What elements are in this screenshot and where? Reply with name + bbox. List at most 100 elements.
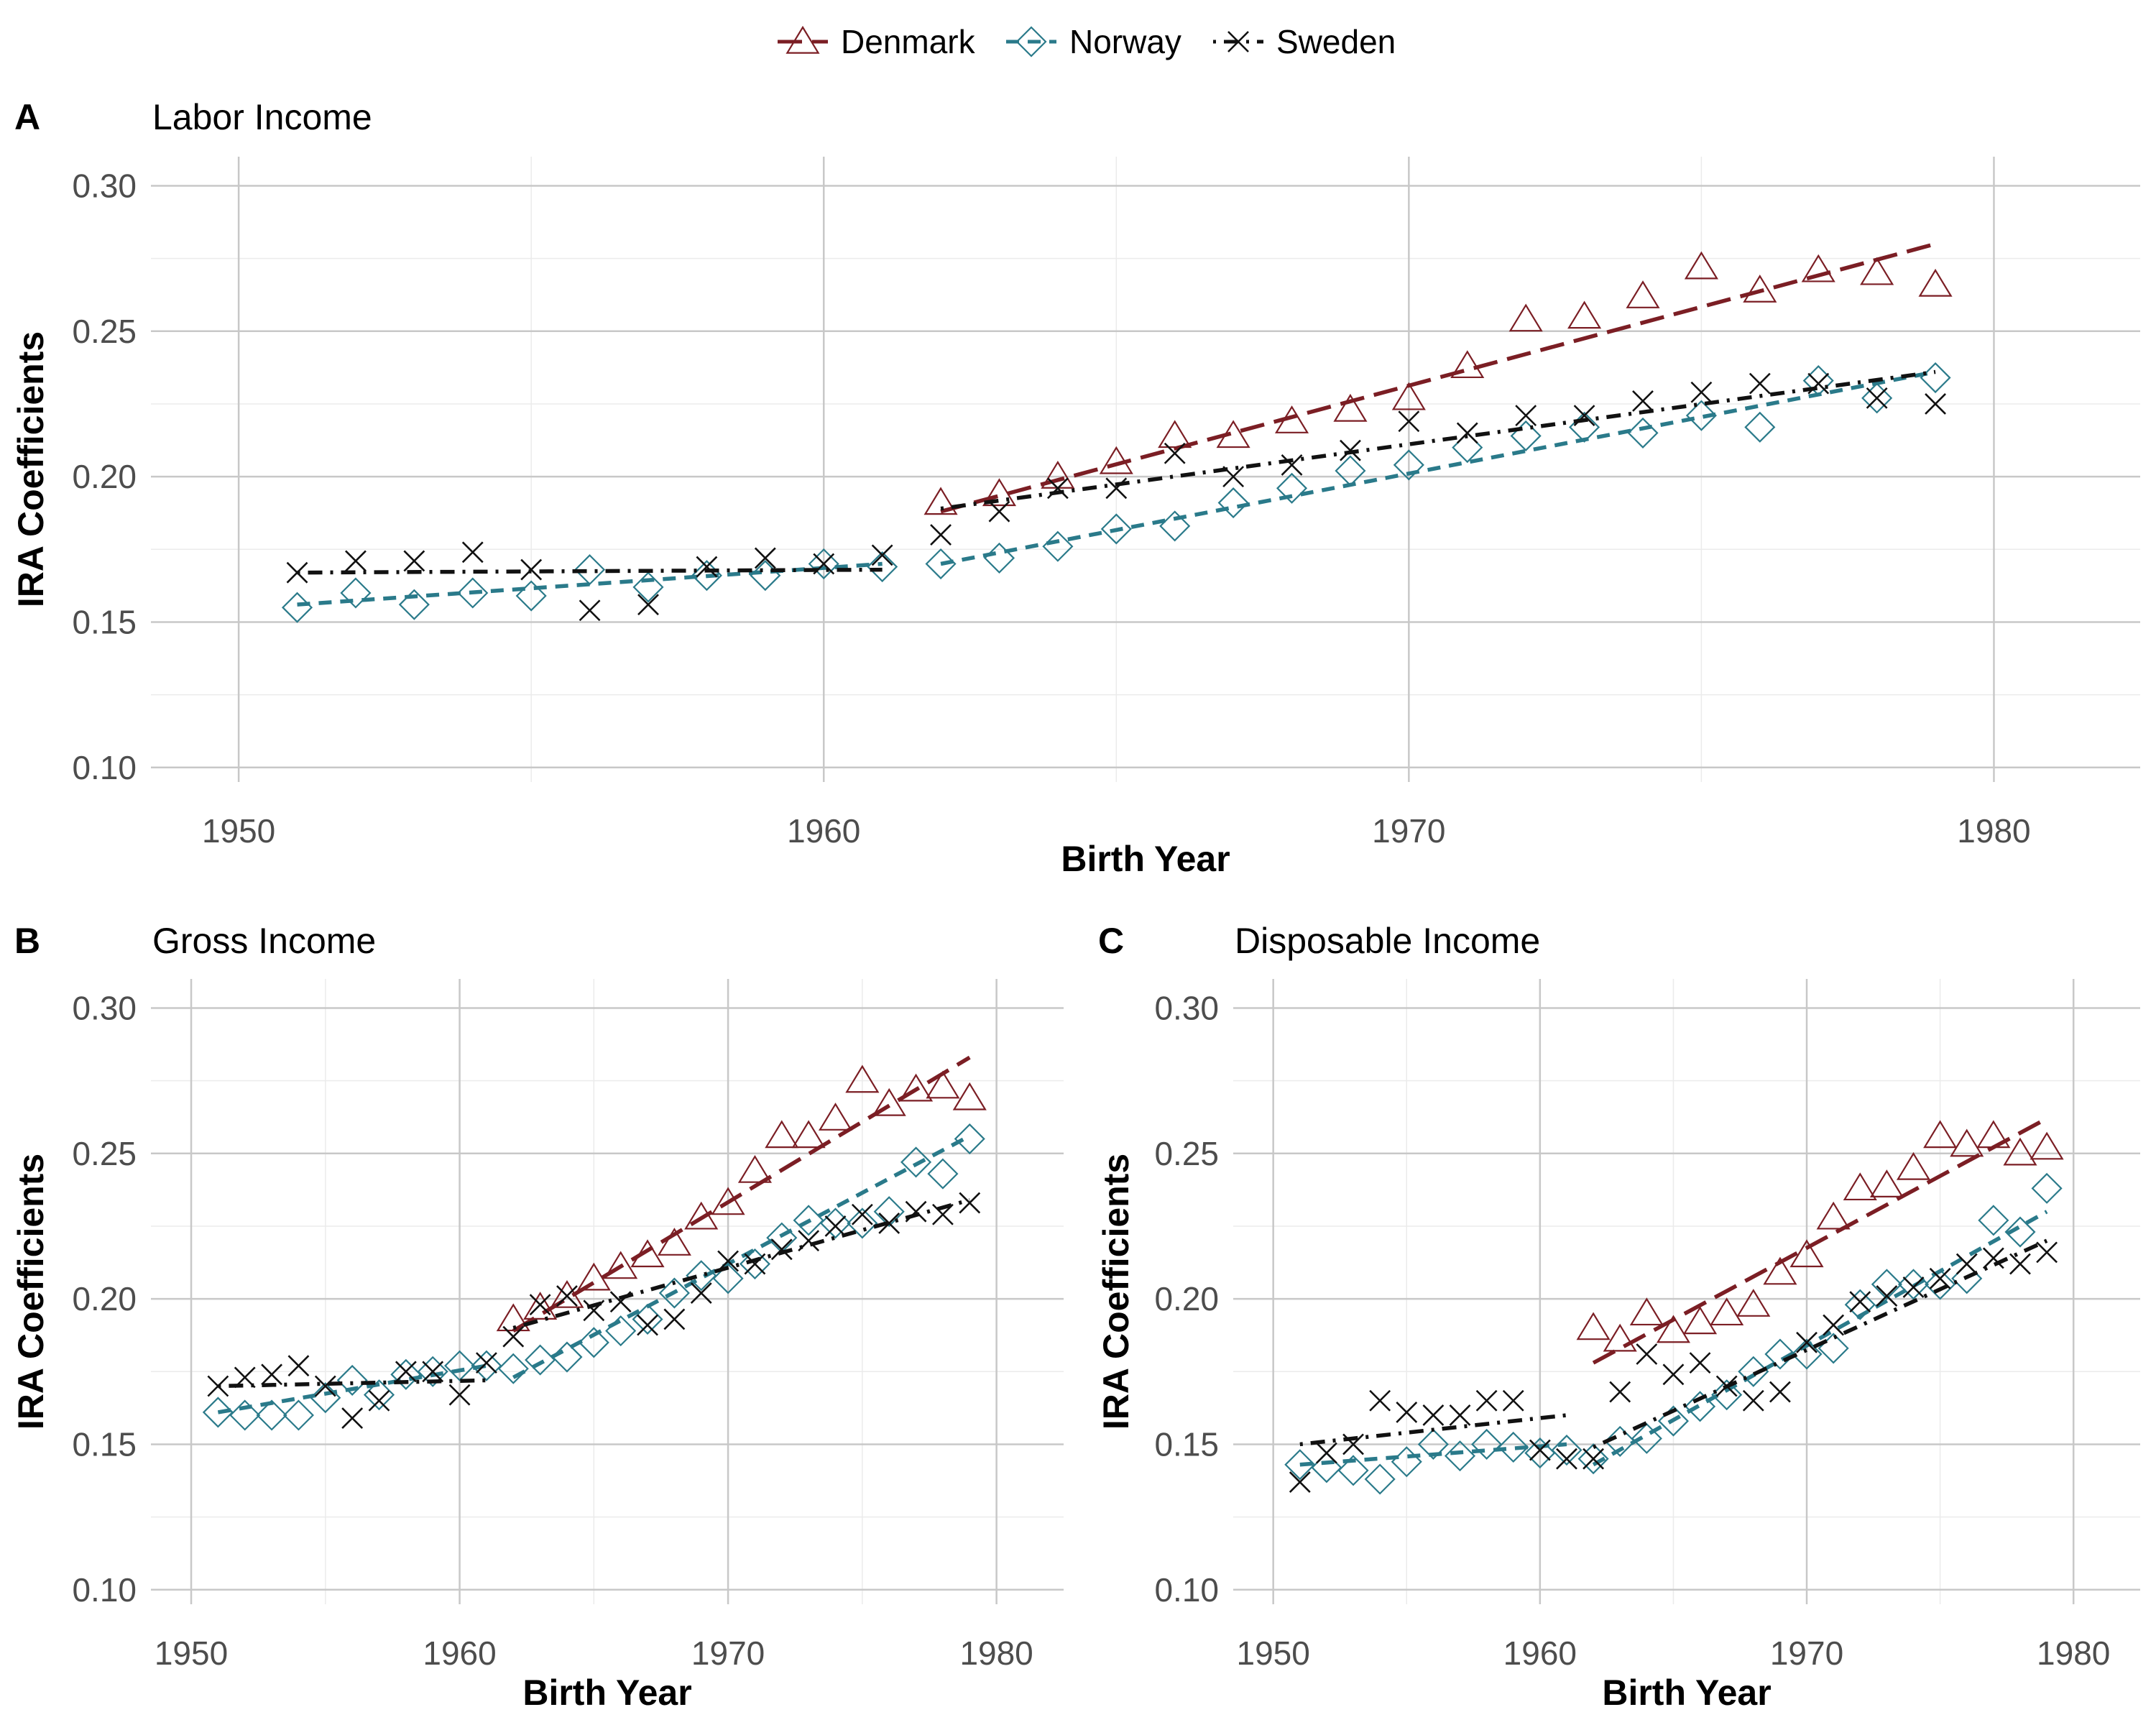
fit-line-norway [1592, 1210, 2048, 1467]
x-axis-title: Birth Year [1061, 839, 1230, 879]
point-denmark [845, 1064, 880, 1093]
point-sweden [1475, 1389, 1498, 1412]
point-norway [1551, 1434, 1583, 1466]
point-denmark [1656, 1315, 1690, 1343]
point-sweden [287, 1355, 310, 1377]
point-denmark [765, 1120, 799, 1149]
y-tick-label: 0.20 [72, 1280, 137, 1317]
point-sweden [1769, 1381, 1791, 1403]
point-norway [340, 577, 372, 609]
x-tick-label: 1980 [2037, 1634, 2110, 1672]
x-axis-title: Birth Year [522, 1673, 691, 1713]
point-sweden [1742, 1389, 1764, 1412]
point-denmark [1576, 1312, 1611, 1340]
legend-item-denmark: Denmark [778, 23, 976, 60]
point-sweden [1749, 372, 1771, 395]
point-denmark [1743, 275, 1777, 303]
point-sweden [1609, 1381, 1631, 1403]
point-norway [336, 1364, 368, 1396]
point-sweden [637, 1314, 658, 1336]
point-denmark [523, 1292, 558, 1320]
x-tick-label: 1950 [1237, 1634, 1310, 1672]
point-denmark [1843, 1172, 1877, 1201]
point-denmark [1736, 1289, 1771, 1317]
panel-tag: B [14, 921, 40, 961]
y-axis-title: IRA Coefficients [11, 1154, 51, 1430]
point-sweden [871, 544, 893, 566]
point-sweden [395, 1361, 417, 1383]
point-sweden [1449, 1404, 1471, 1426]
gridlines [151, 979, 1064, 1604]
point-norway [1217, 487, 1249, 519]
point-sweden [341, 1407, 364, 1429]
point-norway [282, 1399, 314, 1431]
point-norway [1791, 1338, 1823, 1370]
point-sweden [878, 1212, 900, 1234]
point-denmark [604, 1251, 638, 1279]
point-norway [1444, 1440, 1476, 1472]
point-sweden [1515, 405, 1537, 427]
point-sweden [1556, 1448, 1577, 1470]
series-denmark [1576, 1116, 2064, 1365]
series-sweden [286, 369, 1946, 622]
point-sweden [1164, 442, 1186, 464]
point-sweden [930, 524, 952, 546]
fit-line-sweden [1299, 1413, 1567, 1447]
point-sweden [448, 1384, 471, 1406]
point-denmark [1869, 1169, 1904, 1197]
point-norway [750, 560, 781, 592]
point-norway [1471, 1428, 1503, 1460]
point-norway [1335, 455, 1366, 487]
point-norway [574, 554, 606, 586]
y-tick-label: 0.20 [72, 458, 137, 495]
point-norway [1337, 1455, 1369, 1486]
y-tick-label: 0.30 [1154, 989, 1219, 1026]
fit-line-denmark [940, 242, 1936, 514]
x-axis-title: Birth Year [1602, 1673, 1771, 1713]
point-sweden [1289, 1471, 1311, 1493]
point-sweden [2036, 1241, 2058, 1264]
point-norway [983, 542, 1015, 574]
series-sweden [207, 1192, 981, 1429]
point-norway [1364, 1463, 1396, 1495]
panels: A Labor Income 0.10 0.15 0.20 0.25 0.30 1950 196… [11, 97, 2140, 1713]
point-sweden [824, 1215, 847, 1237]
point-sweden [2009, 1253, 2031, 1275]
point-denmark [576, 1262, 611, 1291]
point-norway [1393, 449, 1424, 481]
point-norway [202, 1397, 234, 1428]
point-sweden [1315, 1442, 1337, 1464]
legend-diamond-icon [1015, 26, 1047, 58]
point-norway [281, 592, 313, 623]
y-tick-label: 0.10 [72, 749, 137, 786]
gridlines [1233, 979, 2140, 1604]
point-denmark [1789, 1239, 1824, 1268]
fit-line-denmark [1592, 1116, 2048, 1365]
point-norway [739, 1248, 770, 1280]
point-sweden [1398, 410, 1420, 433]
point-sweden [1982, 1247, 2004, 1269]
fit-line-sweden [297, 567, 883, 575]
point-norway [1042, 530, 1074, 562]
point-sweden [422, 1361, 444, 1383]
x-tick-label: 1960 [423, 1634, 496, 1672]
point-norway [658, 1277, 690, 1309]
point-sweden [207, 1375, 229, 1397]
point-denmark [684, 1201, 719, 1230]
point-sweden [1925, 393, 1946, 415]
point-norway [819, 1208, 852, 1239]
point-sweden [1823, 1314, 1845, 1336]
point-denmark [926, 1070, 960, 1099]
y-tick-label: 0.10 [1154, 1571, 1219, 1609]
point-norway [471, 1350, 502, 1381]
point-sweden [1902, 1276, 1925, 1298]
point-norway [873, 1196, 905, 1228]
fit-line-sweden [940, 369, 1936, 511]
point-denmark [1158, 420, 1192, 448]
point-sweden [286, 561, 308, 584]
point-norway [1711, 1379, 1743, 1411]
point-denmark [1710, 1297, 1744, 1326]
legend-label-denmark: Denmark [841, 23, 976, 60]
point-norway [457, 577, 489, 609]
